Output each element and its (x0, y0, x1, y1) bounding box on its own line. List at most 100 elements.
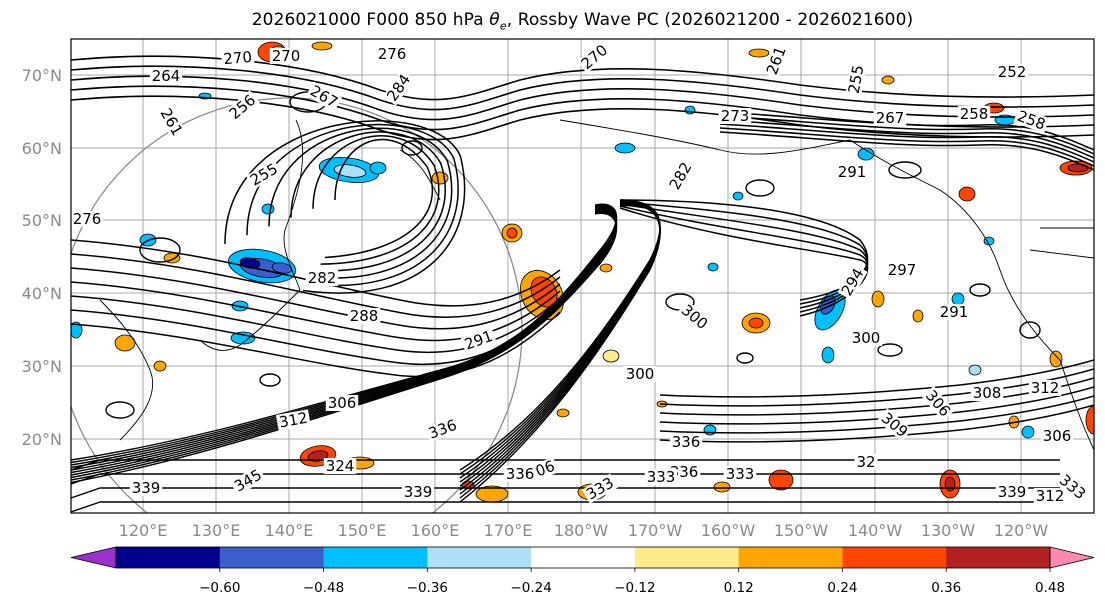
anomaly-patch (556, 408, 570, 418)
contour-label-text: 339 (132, 479, 161, 497)
theta-e-contour (71, 311, 561, 378)
contour-label-bg (723, 466, 757, 482)
theta-e-contour (246, 123, 459, 287)
colorbar (70, 546, 1095, 569)
contour-label-bg (845, 61, 867, 97)
colorbar-frame (115, 546, 1051, 569)
closed-contour (139, 237, 181, 263)
colorbar-over-triangle (1049, 546, 1095, 569)
contour-label-bg (718, 108, 752, 124)
theta-e-contour (71, 205, 617, 466)
anomaly-patch (857, 147, 875, 161)
anomaly-patch (912, 309, 924, 323)
colorbar-bin (531, 547, 636, 568)
contour-label-bg (323, 458, 357, 474)
coastline (399, 149, 441, 201)
contour-label-bg (576, 40, 613, 74)
anomaly-patch (1085, 405, 1094, 435)
contour-label: 270 (269, 47, 303, 65)
theta-e-contour (71, 210, 617, 479)
contour-label-bg (644, 469, 678, 485)
anomaly-patch (114, 334, 136, 352)
closed-contour (969, 283, 991, 297)
closed-contour (259, 373, 281, 387)
theta-e-contour (71, 459, 1060, 471)
contour-label-text: 270 (223, 48, 253, 68)
contour-label-bg (1033, 488, 1067, 504)
theta-e-contour (71, 208, 617, 474)
contour-label-bg (71, 211, 104, 227)
contour-label: 273 (718, 107, 752, 125)
contour-label-bg (763, 42, 790, 79)
theta-e-contour (71, 55, 1094, 101)
contour-label-bg (921, 385, 955, 422)
contour-label: 255 (845, 61, 867, 97)
contour-label-bg (1013, 107, 1050, 134)
closed-contour (1019, 321, 1041, 339)
anomaly-patch (261, 203, 275, 215)
range-ring (71, 97, 523, 513)
anomaly-patch (732, 191, 744, 201)
colorbar-tick-label: 0.48 (1035, 580, 1065, 596)
anomaly-patch (599, 263, 613, 273)
theta-e-contour (71, 212, 617, 484)
contour-label: 308 (970, 384, 1004, 402)
contour-label-text: 306 (328, 394, 357, 412)
lon-label: 130°W (921, 521, 976, 540)
contour-label: 252 (995, 63, 1029, 81)
anomaly-patch (1067, 163, 1089, 173)
contour-label-text: 300 (852, 329, 881, 347)
contour-label-bg (957, 106, 991, 122)
title-prefix: 2026021000 F000 850 hPa (251, 10, 490, 30)
contour-label: 324 (323, 457, 357, 475)
contour-label-text: 312 (1036, 487, 1065, 505)
contour-label: 282 (305, 269, 339, 287)
theta-e-contour (71, 65, 1094, 111)
contour-label: 288 (347, 307, 381, 325)
colorbar-tick-label: 0.24 (827, 580, 857, 596)
contour-label-text: 32 (856, 453, 875, 471)
contour-label-bg (1040, 428, 1074, 444)
closed-contour (888, 161, 922, 179)
contour-label-text: 333 (647, 468, 676, 486)
coastline (1059, 359, 1094, 451)
contour-label-bg (970, 385, 1004, 401)
theta-e-contour (268, 127, 453, 279)
contour-label: 333 (723, 465, 757, 483)
anomaly-patch (614, 142, 636, 154)
anomaly-patch (881, 75, 895, 85)
contour-label-text: 333 (726, 465, 755, 483)
contour-label: 312 (275, 409, 311, 431)
contour-label-bg (885, 262, 919, 278)
theta-e-contour (719, 119, 1094, 159)
contour-label-bg (581, 473, 619, 504)
contour-label-text: 288 (350, 307, 379, 325)
theta-e-contour (71, 211, 617, 481)
theta-e-contour (71, 204, 617, 464)
theta-e-contour (719, 111, 1094, 151)
theta-e-contour (71, 253, 561, 318)
contour-label: 336 (669, 433, 703, 451)
lon-label: 170°E (484, 521, 533, 540)
colorbar-tick-label: −0.12 (614, 580, 655, 596)
coastline (99, 299, 154, 441)
contour-label-text: 273 (721, 107, 750, 125)
contour-label-text: 282 (308, 269, 337, 287)
closed-contour (736, 352, 754, 364)
contour-label-bg (503, 466, 537, 482)
lon-label: 120°E (119, 521, 168, 540)
contour-label-text: 270 (272, 47, 301, 65)
closed-contour (745, 179, 775, 197)
contour-label-bg (220, 48, 255, 68)
contour-label-text: 276 (73, 210, 102, 228)
contour-label-bg (1028, 380, 1062, 396)
contour-label: 276 (375, 45, 409, 63)
colorbar-tick-labels: −0.60 −0.48 −0.36 −0.24 −0.12 0.12 0.24 0.36 0.4… (199, 568, 1065, 596)
colorbar-bin (842, 547, 947, 568)
theta-e-contour (290, 131, 446, 272)
contour-label: 312 (1033, 487, 1067, 505)
contour-label-bg (375, 46, 409, 62)
anomaly-patch (768, 469, 794, 491)
colorbar-tick-label: −0.48 (303, 580, 344, 596)
